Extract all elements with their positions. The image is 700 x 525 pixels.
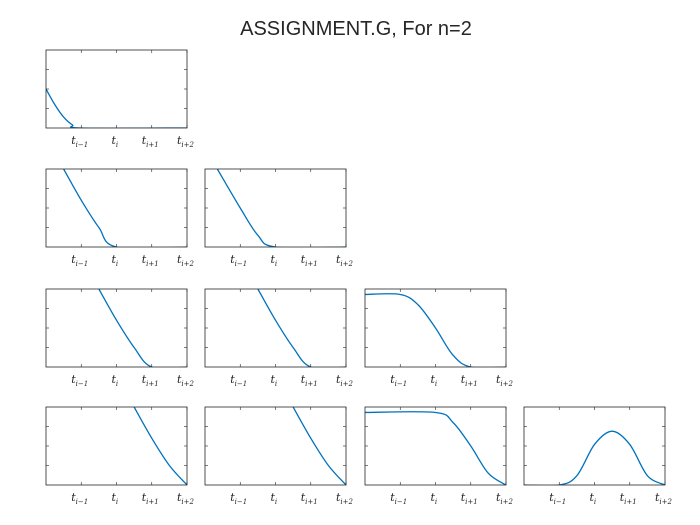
x-tick-label: ti+2	[177, 373, 195, 388]
x-tick-label: ti+1	[461, 373, 478, 388]
x-tick-label: ti+1	[142, 253, 159, 268]
x-tick-label: ti+2	[336, 253, 354, 268]
x-tick-label: ti−1	[230, 491, 247, 506]
subplot-r3-c0: ti−1 ti ti+1 ti+2	[45, 406, 195, 506]
x-tick-label: ti−1	[230, 373, 247, 388]
x-tick-label: ti	[431, 491, 438, 506]
subplot-r3-c3: ti−1 ti ti+1 ti+2	[523, 406, 673, 506]
series-line	[365, 293, 506, 367]
figure-title: ASSIGNMENT.G, For n=2	[240, 18, 472, 40]
x-tick-label: ti+1	[461, 491, 478, 506]
subplot-r2-c0: ti−1 ti ti+1 ti+2	[45, 288, 195, 388]
series-line	[524, 430, 665, 485]
x-tick-label: ti+2	[655, 491, 673, 506]
x-tick-label: ti+1	[142, 134, 159, 149]
axes-box	[204, 168, 347, 248]
x-tick-label: ti+1	[620, 491, 637, 506]
x-tick-label: ti+2	[336, 373, 354, 388]
x-tick-label: ti−1	[71, 134, 88, 149]
x-tick-label: ti	[271, 253, 278, 268]
series-line	[216, 169, 346, 247]
axes-box	[45, 49, 188, 129]
axes-box	[364, 406, 507, 486]
x-tick-label: ti	[112, 253, 119, 268]
x-tick-label: ti−1	[71, 373, 88, 388]
x-tick-label: ti+1	[142, 373, 159, 388]
series-line	[98, 289, 187, 367]
x-tick-label: ti−1	[230, 253, 247, 268]
series-line	[257, 289, 346, 367]
series-line	[46, 88, 187, 128]
x-tick-label: ti	[271, 491, 278, 506]
axes-box	[204, 288, 347, 368]
series-line	[63, 169, 187, 247]
x-tick-label: ti−1	[71, 253, 88, 268]
subplot-r2-c2: ti−1 ti ti+1 ti+2	[364, 288, 514, 388]
subplot-r2-c1: ti−1 ti ti+1 ti+2	[204, 288, 354, 388]
axes-box	[523, 406, 666, 486]
x-tick-label: ti	[112, 134, 119, 149]
subplot-r3-c1: ti−1 ti ti+1 ti+2	[204, 406, 354, 506]
series-line	[365, 411, 506, 485]
x-tick-label: ti	[112, 373, 119, 388]
x-tick-label: ti	[112, 491, 119, 506]
x-tick-label: ti−1	[71, 491, 88, 506]
axes-box	[204, 406, 347, 486]
subplot-r1-c0: ti−1 ti ti+1 ti+2	[45, 168, 195, 268]
x-tick-label: ti	[431, 373, 438, 388]
x-tick-label: ti+2	[496, 373, 514, 388]
x-tick-label: ti+1	[301, 373, 318, 388]
x-tick-label: ti	[271, 373, 278, 388]
series-line	[133, 407, 187, 485]
x-tick-label: ti+2	[177, 134, 195, 149]
x-tick-label: ti+1	[142, 491, 159, 506]
x-tick-label: ti+2	[177, 491, 195, 506]
x-tick-label: ti+2	[177, 253, 195, 268]
axes-box	[45, 406, 188, 486]
subplot-r0-c0: ti−1 ti ti+1 ti+2	[45, 49, 195, 149]
x-tick-label: ti+1	[301, 491, 318, 506]
x-tick-label: ti	[590, 491, 597, 506]
x-tick-label: ti+2	[496, 491, 514, 506]
axes-box	[45, 168, 188, 248]
subplot-r1-c1: ti−1 ti ti+1 ti+2	[204, 168, 354, 268]
x-tick-label: ti−1	[390, 491, 407, 506]
x-tick-label: ti−1	[390, 373, 407, 388]
x-tick-label: ti−1	[549, 491, 566, 506]
x-tick-label: ti+1	[301, 253, 318, 268]
axes-box	[45, 288, 188, 368]
series-line	[292, 407, 346, 485]
x-tick-label: ti+2	[336, 491, 354, 506]
subplot-r3-c2: ti−1 ti ti+1 ti+2	[364, 406, 514, 506]
